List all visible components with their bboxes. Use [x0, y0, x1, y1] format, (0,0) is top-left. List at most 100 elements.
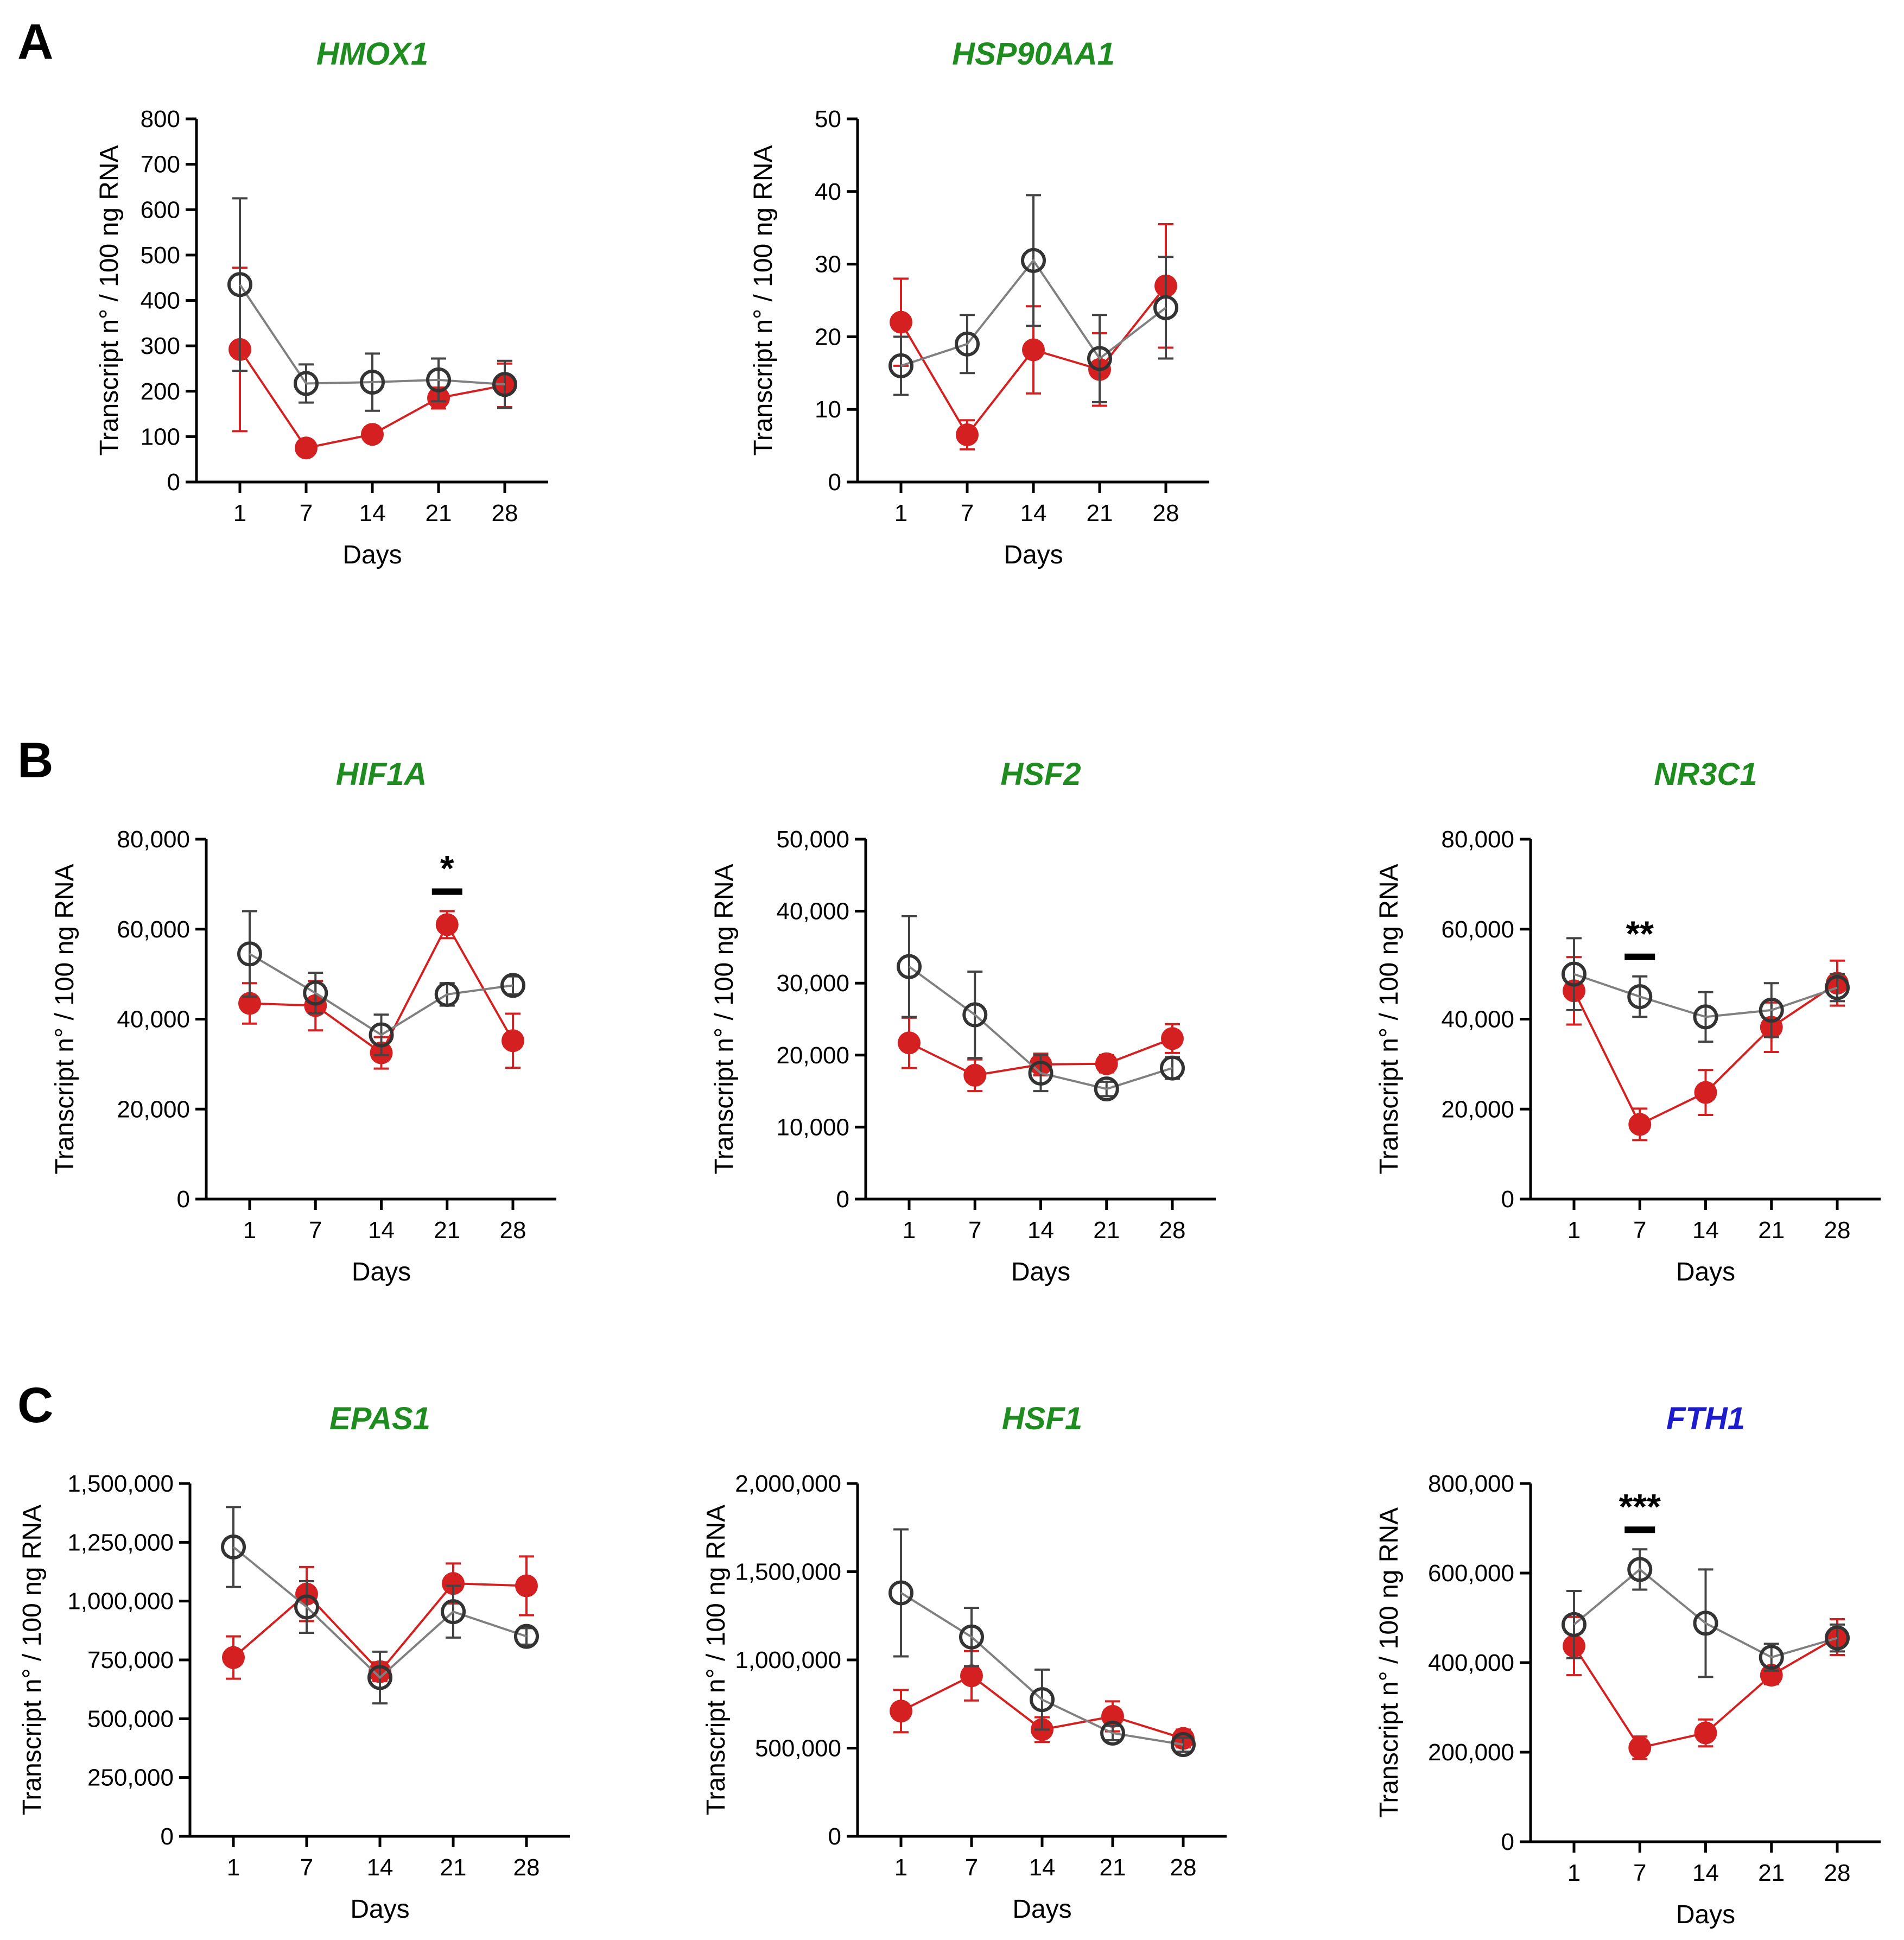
data-point-control: [294, 371, 319, 396]
series-control: [1562, 937, 1850, 1043]
data-point-treated: [515, 1574, 538, 1597]
y-tick-label: 40,000: [776, 898, 849, 925]
x-axis-label: Days: [1011, 1258, 1070, 1286]
series-control: [1562, 1548, 1850, 1678]
y-tick-label: 30: [815, 251, 841, 278]
chart-title: EPAS1: [329, 1401, 430, 1436]
x-tick-label: 14: [1029, 1854, 1056, 1881]
data-point-control: [962, 1002, 988, 1028]
panel-label-b: B: [17, 733, 53, 788]
x-tick-label: 28: [1153, 500, 1179, 527]
x-tick-label: 21: [426, 500, 452, 527]
y-tick-label: 40,000: [1441, 1006, 1514, 1033]
chart-hmox1: HMOX1 0 100 200 300 400 500 600 700 800 1 7 14 21 28 Da…: [95, 36, 548, 569]
chart-title: HSF1: [1002, 1401, 1082, 1436]
y-tick-label: 1,250,000: [67, 1529, 174, 1556]
y-tick-label: 0: [828, 1823, 841, 1850]
x-tick-label: 7: [300, 1854, 313, 1881]
series-line: [900, 1592, 1184, 1746]
data-point-treated: [1694, 1721, 1717, 1745]
data-point-treated: [1628, 1113, 1652, 1136]
data-point-treated: [1628, 1736, 1652, 1759]
series-treated: [1563, 1615, 1849, 1760]
y-tick-label: 1,000,000: [735, 1647, 841, 1673]
chart-nr3c1: NR3C1 0 20,000 40,000 60,000 80,000 1 7 14 21 28 Da…: [1375, 757, 1881, 1286]
data-point-control: [1693, 1004, 1718, 1030]
chart-title: FTH1: [1666, 1401, 1745, 1436]
data-point-control: [1030, 1687, 1055, 1713]
x-tick-label: 7: [965, 1854, 978, 1881]
x-tick-label: 28: [500, 1217, 526, 1244]
y-tick-label: 40: [815, 179, 841, 205]
y-tick-label: 800: [141, 106, 180, 132]
x-tick-label: 28: [1159, 1217, 1186, 1244]
chart-title: NR3C1: [1654, 757, 1757, 792]
y-tick-label: 600: [141, 196, 180, 223]
y-tick-label: 2,000,000: [735, 1470, 841, 1497]
chart-hif1a: HIF1A 0 20,000 40,000 60,000 80,000 1 7 14 21 28 Da…: [50, 757, 556, 1286]
x-tick-label: 14: [1027, 1217, 1054, 1244]
y-tick-label: 0: [828, 469, 841, 496]
x-axis-label: Days: [1676, 1258, 1735, 1286]
x-tick-label: 21: [1100, 1854, 1126, 1881]
y-tick-label: 80,000: [1441, 826, 1514, 853]
data-point-control: [426, 367, 451, 392]
y-axis-label: Transcript n° / 100 ng RNA: [749, 145, 778, 455]
y-tick-label: 0: [1501, 1186, 1514, 1213]
y-axis-label: Transcript n° / 100 ng RNA: [95, 145, 124, 455]
data-point-control: [1759, 1645, 1784, 1670]
y-tick-label: 10: [815, 396, 841, 423]
y-tick-label: 0: [177, 1186, 190, 1213]
y-tick-label: 30,000: [776, 970, 849, 997]
data-point-control: [1759, 997, 1784, 1023]
data-point-control: [492, 372, 517, 397]
y-tick-label: 20,000: [776, 1042, 849, 1069]
data-point-control: [1627, 984, 1653, 1010]
x-tick-label: 28: [492, 500, 518, 527]
data-point-control: [888, 353, 913, 378]
y-tick-label: 800,000: [1428, 1470, 1514, 1497]
x-tick-label: 1: [1567, 1217, 1581, 1244]
x-tick-label: 28: [1824, 1860, 1851, 1886]
y-tick-label: 50: [815, 106, 841, 132]
y-tick-label: 500,000: [87, 1706, 174, 1732]
data-point-treated: [898, 1031, 921, 1055]
data-point-treated: [222, 1646, 245, 1669]
data-point-control: [434, 981, 460, 1007]
y-tick-label: 1,000,000: [67, 1588, 174, 1615]
series-control: [897, 915, 1185, 1102]
significance-label: ***: [1619, 1486, 1661, 1526]
x-tick-label: 14: [359, 500, 386, 527]
series-line: [232, 1546, 527, 1679]
data-point-control: [1171, 1732, 1196, 1757]
y-axis-label: Transcript n° / 100 ng RNA: [18, 1505, 47, 1815]
series-line: [239, 284, 505, 386]
x-tick-label: 21: [440, 1854, 467, 1881]
series-control: [221, 1506, 539, 1705]
y-axis-label: Transcript n° / 100 ng RNA: [1375, 864, 1404, 1174]
chart-hsf1: HSF1 0 500,000 1,000,000 1,500,000 2,000,000 1…: [702, 1401, 1227, 1924]
series-line: [249, 953, 513, 1036]
y-tick-label: 300: [141, 333, 180, 359]
x-tick-label: 28: [513, 1854, 540, 1881]
x-tick-label: 7: [1633, 1217, 1646, 1244]
y-axis-label: Transcript n° / 100 ng RNA: [50, 864, 79, 1174]
x-tick-label: 7: [968, 1217, 981, 1244]
data-point-control: [514, 1624, 539, 1649]
y-tick-label: 50,000: [776, 826, 849, 853]
data-point-control: [1825, 975, 1850, 1000]
data-point-control: [360, 370, 385, 395]
x-axis-label: Days: [1012, 1895, 1071, 1924]
series-line: [1573, 1568, 1838, 1659]
x-tick-label: 21: [1758, 1217, 1785, 1244]
y-tick-label: 200: [141, 378, 180, 405]
x-tick-label: 21: [1758, 1860, 1785, 1886]
y-tick-label: 1,500,000: [735, 1559, 841, 1586]
x-tick-label: 14: [1020, 500, 1047, 527]
y-tick-label: 400: [141, 288, 180, 314]
x-axis-label: Days: [350, 1895, 409, 1924]
data-point-control: [500, 973, 525, 998]
data-point-treated: [361, 423, 384, 446]
x-tick-label: 7: [300, 500, 313, 527]
